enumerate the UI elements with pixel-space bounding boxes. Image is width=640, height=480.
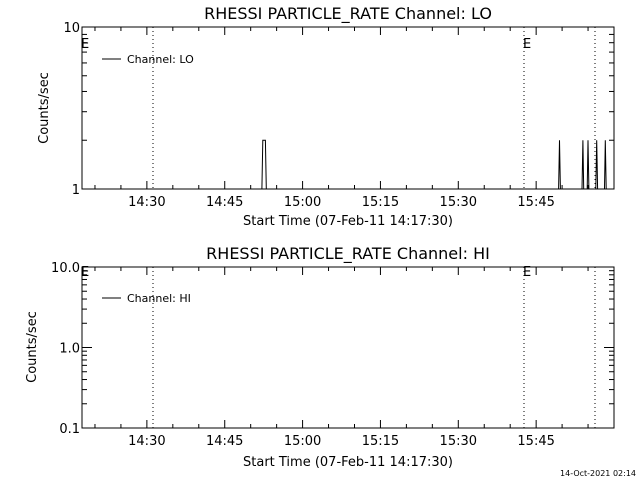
panel-hi-eclipse-marker-right: E [523, 265, 531, 280]
panel-hi-eclipse-marker-left: E [81, 265, 89, 280]
footer-timestamp: 14-Oct-2021 02:14 [560, 469, 636, 478]
panel-hi-xlabel: Start Time (07-Feb-11 14:17:30) [243, 455, 453, 470]
lo-y-tick-label: 10 [63, 21, 80, 36]
hi-x-tick-label: 15:15 [362, 434, 399, 449]
lo-x-tick-label: 15:00 [284, 195, 321, 210]
hi-y-tick-label: 10.0 [51, 261, 80, 276]
hi-y-tick-label: 1.0 [59, 342, 80, 357]
lo-x-tick-label: 14:45 [206, 195, 243, 210]
hi-x-tick-label: 14:45 [206, 434, 243, 449]
hi-y-tick-label: 0.1 [59, 422, 80, 437]
panel-lo-eclipse-marker-left: E [81, 37, 89, 52]
lo-x-tick-label: 14:30 [128, 195, 165, 210]
hi-x-tick-label: 15:00 [284, 434, 321, 449]
panel-hi-legend-label: Channel: HI [127, 292, 191, 305]
panel-lo-legend-label: Channel: LO [127, 53, 194, 66]
panel-hi: RHESSI PARTICLE_RATE Channel: HI 14:30 14… [25, 244, 615, 470]
lo-y-tick-label: 1 [72, 183, 80, 198]
panel-lo-xlabel: Start Time (07-Feb-11 14:17:30) [243, 214, 453, 229]
lo-x-tick-label: 15:15 [362, 195, 399, 210]
panel-lo-y-ticks: 10 1 [63, 21, 614, 198]
hi-x-tick-label: 15:30 [440, 434, 477, 449]
panel-lo-title: RHESSI PARTICLE_RATE Channel: LO [204, 4, 492, 24]
panel-lo-series-line [82, 139, 609, 190]
panel-lo-x-ticks: 14:30 14:45 15:00 15:15 15:30 15:45 [94, 27, 615, 210]
panel-hi-ylabel: Counts/sec [25, 311, 40, 383]
panel-hi-x-ticks: 14:30 14:45 15:00 15:15 15:30 15:45 [94, 267, 615, 449]
hi-x-tick-label: 15:45 [517, 434, 554, 449]
lo-x-tick-label: 15:30 [440, 195, 477, 210]
panel-lo-eclipse-marker-right: E [523, 37, 531, 52]
lo-x-tick-label: 15:45 [517, 195, 554, 210]
panel-lo-plot-frame [81, 26, 615, 190]
panel-lo: RHESSI PARTICLE_RATE Channel: LO 14:30 14… [37, 4, 615, 229]
panel-hi-y-ticks: 10.0 1.0 0.1 [51, 261, 614, 437]
panel-hi-title: RHESSI PARTICLE_RATE Channel: HI [206, 244, 490, 264]
hi-x-tick-label: 14:30 [128, 434, 165, 449]
panel-lo-ylabel: Counts/sec [37, 72, 52, 144]
